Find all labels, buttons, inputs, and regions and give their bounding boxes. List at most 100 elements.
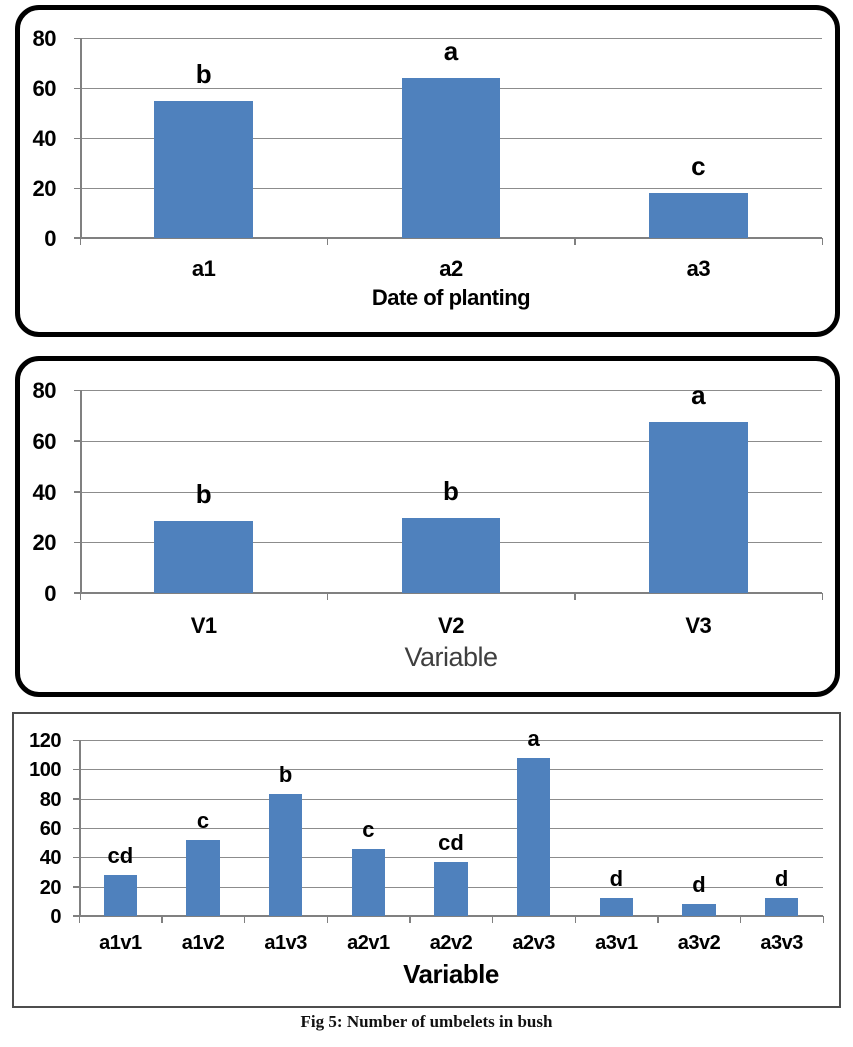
y-axis-tick-mark <box>74 491 80 493</box>
figure-caption: Fig 5: Number of umbelets in bush <box>300 1012 553 1031</box>
x-axis-tick-mark <box>79 593 81 600</box>
y-axis-tick-mark <box>74 389 80 391</box>
gridline <box>80 390 822 391</box>
significance-letter-a1: b <box>195 58 212 89</box>
chart-panel-interaction: 0 20 40 60 80 100 120 cd a1v1 c a1v2 b a1v3 c a2v1 cd a2… <box>12 712 841 1008</box>
y-axis-tick-mark <box>73 886 79 888</box>
bar-a2v3 <box>517 757 551 916</box>
y-axis-tick-mark <box>74 541 80 544</box>
x-tick-label-a2: a2 <box>439 256 463 281</box>
bar-a1v3 <box>269 794 303 916</box>
bar-a3 <box>648 193 748 238</box>
significance-letter-a2v1: c <box>362 816 375 842</box>
y-tick-label: 20 <box>39 876 62 899</box>
y-axis-tick-mark <box>73 827 79 829</box>
significance-letter-a2v2: cd <box>438 829 464 855</box>
x-tick-label-a3v3: a3v3 <box>760 932 803 954</box>
x-tick-label-a3v2: a3v2 <box>677 932 721 954</box>
significance-letter-a1v3: b <box>278 762 293 788</box>
x-tick-label-V1: V1 <box>190 613 217 638</box>
y-axis-tick-mark <box>73 798 79 800</box>
y-axis-line <box>80 38 82 238</box>
x-axis-tick-mark <box>78 916 80 923</box>
x-tick-label-V2: V2 <box>438 613 464 638</box>
bar-a2 <box>401 78 501 238</box>
x-tick-label-a1v3: a1v3 <box>264 932 307 954</box>
y-tick-label: 0 <box>44 226 56 252</box>
significance-letter-a3: c <box>691 151 706 181</box>
bar-V3 <box>648 421 748 593</box>
y-tick-label: 0 <box>44 581 56 607</box>
y-tick-label: 40 <box>39 847 62 870</box>
bar-a2v2 <box>434 861 468 916</box>
x-axis-title: Date of planting <box>371 285 531 310</box>
y-tick-label: 40 <box>32 479 57 505</box>
chart-panel-date-of-planting: 0 20 40 60 80 b a1 a a2 c a3 Date of planting <box>15 5 840 337</box>
y-axis-tick-mark <box>74 187 80 189</box>
y-axis-tick-mark <box>73 915 79 917</box>
gridline <box>80 38 822 39</box>
x-tick-label-V3: V3 <box>685 613 712 638</box>
x-axis-tick-mark <box>822 916 824 923</box>
y-axis-tick-mark <box>74 37 80 39</box>
bar-a1v2 <box>186 839 220 916</box>
significance-letter-a3v2: d <box>692 872 706 898</box>
gridline <box>79 828 823 829</box>
x-tick-label-a3v1: a3v1 <box>595 932 638 954</box>
significance-letter-a3v3: d <box>774 866 789 892</box>
y-tick-label: 60 <box>32 428 57 454</box>
x-axis-tick-mark <box>491 916 494 923</box>
y-tick-label: 0 <box>50 906 61 928</box>
x-axis-tick-mark <box>326 593 329 600</box>
x-tick-label-a3: a3 <box>686 256 711 281</box>
x-axis-title: Variable <box>404 642 498 672</box>
x-axis-line <box>74 237 822 239</box>
significance-letter-V3: a <box>691 379 706 410</box>
x-axis-tick-mark <box>161 916 163 923</box>
x-tick-label-a1v2: a1v2 <box>181 932 225 954</box>
gridline <box>79 857 823 859</box>
y-axis-tick-mark <box>74 87 80 89</box>
x-axis-tick-mark <box>574 593 576 600</box>
y-axis-tick-mark <box>74 137 80 139</box>
significance-letter-a2: a <box>443 36 459 66</box>
bar-V1 <box>154 520 254 593</box>
bar-V2 <box>401 518 501 593</box>
x-tick-label-a2v3: a2v3 <box>512 932 555 954</box>
bar-a3v1 <box>599 898 633 916</box>
y-tick-label: 120 <box>29 730 61 752</box>
y-axis-line <box>80 390 82 593</box>
significance-letter-a2v3: a <box>527 725 540 751</box>
gridline <box>80 440 822 442</box>
x-axis-tick-mark <box>326 238 329 245</box>
significance-letter-a1v1: cd <box>107 842 134 868</box>
significance-letter-a3v1: d <box>609 866 624 892</box>
x-axis-line <box>74 592 822 594</box>
y-tick-label: 100 <box>29 759 61 782</box>
y-tick-label: 40 <box>32 126 57 152</box>
y-axis-tick-mark <box>74 237 80 239</box>
y-tick-label: 20 <box>32 530 57 556</box>
x-axis-tick-mark <box>574 238 576 245</box>
x-axis-title: Variable <box>403 959 499 989</box>
gridline <box>79 740 823 741</box>
x-axis-tick-mark <box>79 238 81 245</box>
bar-a1v1 <box>103 874 137 916</box>
x-axis-tick-mark <box>326 916 328 923</box>
bar-a2v1 <box>351 848 385 916</box>
y-tick-label: 60 <box>32 76 57 102</box>
bar-a1 <box>154 100 254 238</box>
y-axis-tick-mark <box>74 440 80 442</box>
x-tick-label-a1: a1 <box>191 256 216 281</box>
gridline <box>80 491 822 493</box>
bar-a3v2 <box>682 904 716 916</box>
significance-letter-V1: b <box>195 478 212 509</box>
x-axis-tick-mark <box>243 916 246 923</box>
bar-a3v3 <box>765 898 799 916</box>
x-axis-line <box>73 915 823 917</box>
x-tick-label-a1v1: a1v1 <box>99 932 142 954</box>
significance-letter-a1v2: c <box>196 807 210 833</box>
y-tick-label: 80 <box>39 788 62 811</box>
y-axis-tick-mark <box>74 592 80 594</box>
